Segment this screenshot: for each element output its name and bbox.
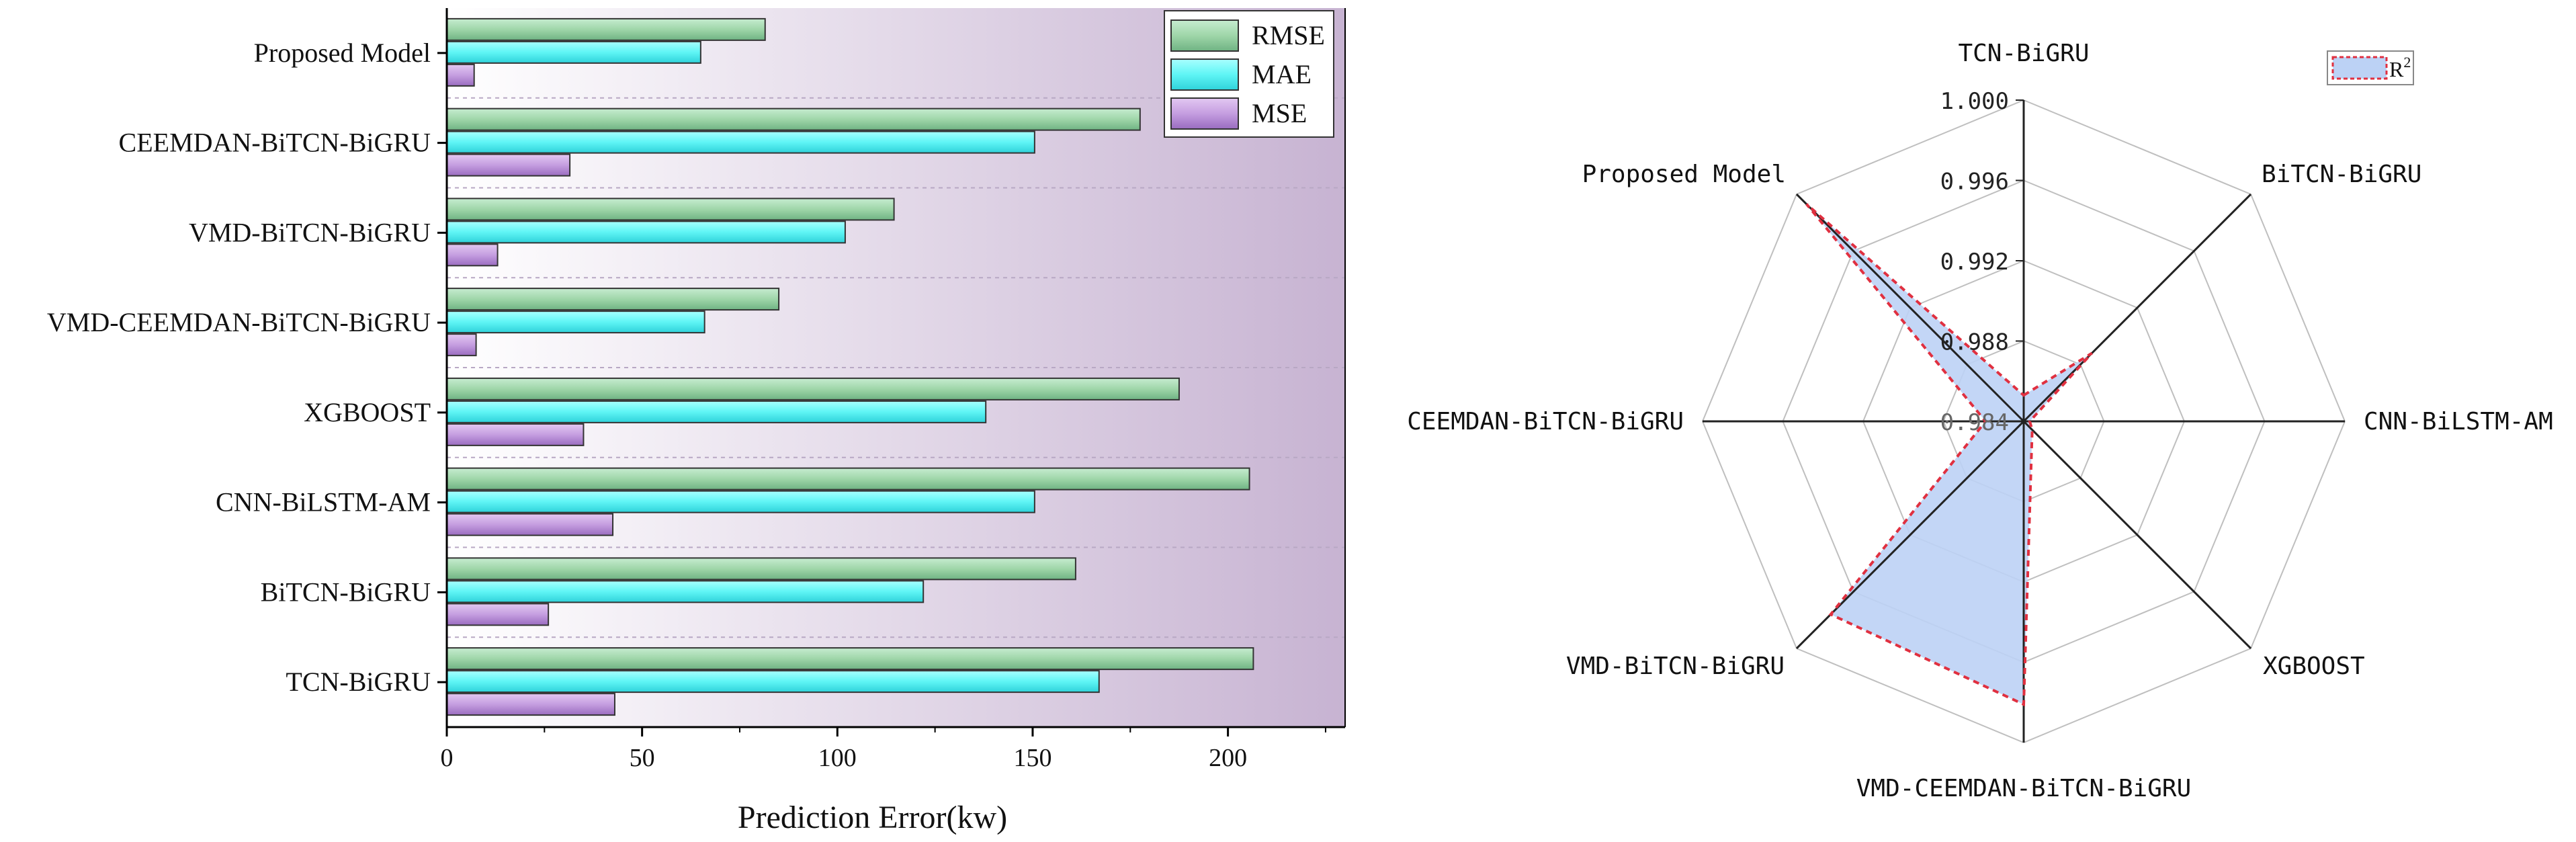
- x-tick-label: 200: [1209, 744, 1247, 772]
- legend-label-rmse: RMSE: [1252, 20, 1325, 50]
- bar-chart: Proposed Model CEEMDAN-BiTCN-BiGRU VMD-BiT…: [47, 8, 1346, 835]
- category-label: CEEMDAN-BiTCN-BiGRU: [119, 128, 431, 158]
- radar-legend-name: R: [2389, 57, 2404, 81]
- bar-rmse: [446, 288, 780, 311]
- bar-mse: [446, 243, 499, 267]
- radar-r-tick-label: 0.988: [1940, 329, 2009, 356]
- radar-axis-label: BiTCN-BiGRU: [2262, 161, 2421, 188]
- radar-r-tick-label: 0.992: [1940, 249, 2009, 276]
- radar-legend-superscript: 2: [2403, 54, 2411, 71]
- bar-mae: [446, 670, 1100, 693]
- category-label: VMD-BiTCN-BiGRU: [189, 217, 431, 247]
- bar-rmse: [446, 647, 1254, 671]
- bar-mse: [446, 423, 585, 446]
- x-tick-label: 100: [818, 744, 857, 772]
- radar-r-tick-label: 1.000: [1940, 88, 2009, 115]
- radar-axis-label: VMD-BiTCN-BiGRU: [1566, 652, 1785, 680]
- legend-label-mae: MAE: [1252, 59, 1312, 89]
- radar-axis-label: VMD-CEEMDAN-BiTCN-BiGRU: [1856, 775, 2192, 802]
- radar-axis-label: Proposed Model: [1582, 161, 1786, 188]
- radar-axis-label: CEEMDAN-BiTCN-BiGRU: [1407, 408, 1684, 435]
- category-label: TCN-BiGRU: [286, 667, 431, 697]
- bar-rmse: [446, 557, 1076, 581]
- radar-axis-label: XGBOOST: [2263, 652, 2365, 680]
- radar-axis-label: TCN-BiGRU: [1958, 40, 2089, 67]
- bar-rmse: [446, 108, 1141, 131]
- radar-r-tick-label: 0.996: [1940, 169, 2009, 196]
- x-tick-label: 50: [630, 744, 655, 772]
- bar-mae: [446, 220, 846, 244]
- radar-area: [1806, 204, 2092, 705]
- bar-mse: [446, 153, 571, 177]
- radar-chart: 0.984 0.988 0.992 0.996 1.000 TCN-BiGRU BiTCN-…: [1407, 40, 2553, 802]
- x-axis-title: Prediction Error(kw): [738, 800, 1007, 835]
- bar-mae: [446, 400, 987, 423]
- bar-mae: [446, 490, 1035, 513]
- bar-mse: [446, 333, 477, 357]
- bar-rmse: [446, 377, 1180, 401]
- bar-rmse: [446, 198, 895, 221]
- bar-mae: [446, 310, 705, 334]
- x-tick-label: 150: [1013, 744, 1051, 772]
- bar-mse: [446, 63, 475, 87]
- bar-mae: [446, 130, 1035, 154]
- bar-mae: [446, 40, 701, 64]
- radar-legend-swatch: [2331, 56, 2388, 80]
- radar-axis-label: CNN-BiLSTM-AM: [2364, 408, 2553, 435]
- radar-spoke: [1795, 420, 2025, 650]
- x-tick-label: 0: [441, 744, 454, 772]
- radar-spoke: [2022, 193, 2252, 423]
- bar-mae: [446, 580, 925, 603]
- legend-label-mse: MSE: [1252, 98, 1307, 128]
- radar-legend-label: R2: [2389, 54, 2411, 81]
- category-label: VMD-CEEMDAN-BiTCN-BiGRU: [47, 307, 431, 337]
- legend-swatch-mae: [1170, 58, 1239, 91]
- radar-outline: [1805, 203, 2093, 707]
- bar-mse: [446, 693, 615, 716]
- bar-mse: [446, 513, 614, 536]
- radar-spoke: [2022, 420, 2252, 650]
- category-label: CNN-BiLSTM-AM: [216, 487, 431, 517]
- bar-rmse: [446, 17, 766, 41]
- category-label: Proposed Model: [254, 38, 431, 68]
- radar-spoke: [1795, 193, 2025, 423]
- bar-rmse: [446, 467, 1250, 491]
- category-label: BiTCN-BiGRU: [261, 577, 431, 607]
- bar-mse: [446, 603, 550, 626]
- legend-swatch-mse: [1170, 97, 1239, 130]
- category-label: XGBOOST: [304, 397, 431, 427]
- legend-swatch-rmse: [1170, 19, 1239, 52]
- radar-r-tick-label: 0.984: [1940, 409, 2009, 436]
